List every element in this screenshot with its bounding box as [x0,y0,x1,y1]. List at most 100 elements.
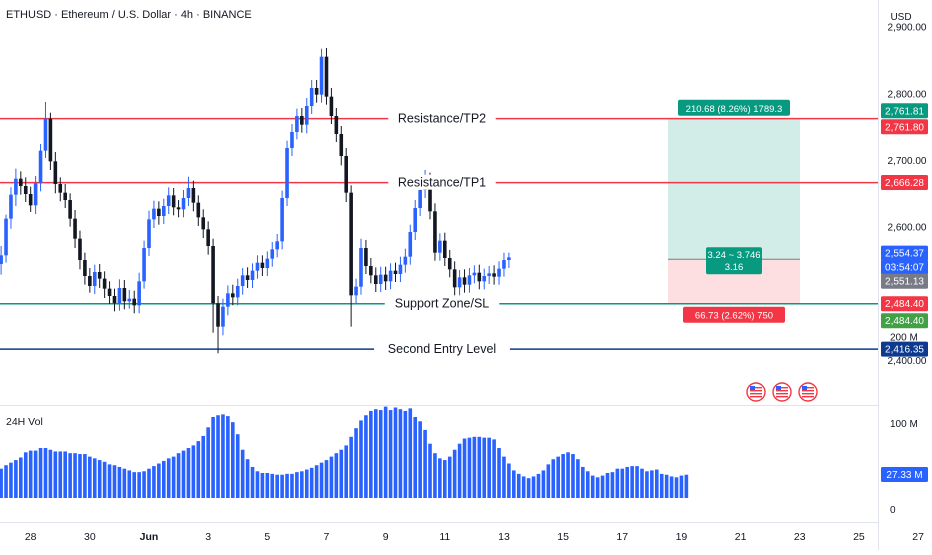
volume-bar [630,466,634,498]
candle-body [354,286,358,296]
volume-bar [216,415,220,498]
volume-bar [620,468,625,498]
price-tick-label: 2,400.00 [888,356,927,367]
volume-bar [63,451,67,498]
candle-body [339,134,344,156]
candle-body [295,116,299,132]
position-labels: 210.68 (8.26%) 1789.3 66.73 (2.62%) 750 3.… [678,99,790,323]
candle-body [161,206,166,216]
time-tick-label: 19 [676,531,688,543]
volume-bar [512,470,516,498]
level-label-background [374,341,510,357]
time-axis[interactable]: 28 30 Jun 3 5 7 9 11 13 15 17 19 21 23 25 27 [25,531,924,543]
volume-bar [447,456,452,498]
currency-label[interactable]: USD [890,12,911,23]
candle-body [462,277,467,285]
ratio-label: 3.16 [725,262,744,273]
volume-bar [457,443,462,498]
volume-bar [344,445,348,498]
stop-label: 66.73 (2.62%) 750 [695,311,773,322]
volume-bar [92,458,97,498]
volume-tick-label: 0 [890,505,896,516]
volume-bar [304,469,309,498]
volume-bar [452,449,457,498]
volume-bar [576,459,580,498]
candle-body [497,268,501,277]
candle-body [324,56,329,97]
flag-stripe [776,393,788,395]
symbol-title[interactable]: ETHUSD · Ethereum / U.S. Dollar · 4h · B… [6,9,252,21]
price-tick-label: 2,600.00 [888,223,927,234]
candle-body [0,255,3,264]
price-axis[interactable]: 2,900.00 2,800.00 2,700.00 2,600.00 2,400.00 [888,23,927,367]
price-tag-label: 2,551.13 [885,277,924,288]
price-tick-label: 2,900.00 [888,23,927,34]
time-tick-label: 9 [383,531,389,543]
price-tag-box [881,174,928,190]
volume-bar [324,460,329,498]
candle-body [132,298,137,306]
flag-stripe [802,393,814,395]
volume-bar [221,414,225,498]
time-tick-label: 13 [498,531,510,543]
position-zones[interactable] [668,118,800,304]
volume-bar [521,476,526,498]
volume-last-tag: 27.33 M [886,470,922,481]
time-tick-label: 28 [25,531,37,543]
volume-bars [0,406,689,498]
volume-bar [186,448,191,498]
economic-event-flags[interactable] [746,382,818,402]
candle-body [275,241,279,250]
flag-stripe [750,390,762,392]
price-tag-box [881,245,928,261]
candle-body [309,88,314,106]
volume-bar [142,471,146,498]
candle-body [457,277,462,288]
volume-bar [176,453,181,498]
volume-bar [0,468,3,498]
volume-bar [640,468,644,498]
candle-body [43,118,48,151]
volume-bar [53,451,58,498]
candle-body [216,303,220,327]
candle-body [280,198,284,242]
candle-body [4,218,8,256]
volume-bar [472,436,477,498]
volume-bar [492,439,496,498]
stop-label-box [683,306,785,323]
candle-body [304,106,309,125]
candle-body [102,278,107,289]
volume-bar [201,435,206,498]
candle-body [92,272,97,286]
ratio-label-box [706,247,762,275]
volume-bar [280,474,284,498]
volume-bar [516,473,521,498]
time-tick-label: 3 [205,531,211,543]
volume-bar [48,449,53,498]
candle-body [250,270,255,280]
time-tick-label: 21 [735,531,747,543]
candle-body [383,274,388,282]
candle-body [487,273,491,276]
volume-bar [102,461,107,498]
volume-bar [240,449,245,498]
volume-bar [260,473,265,498]
candle-body [300,116,304,125]
volume-bar [551,459,556,498]
volume-bar [654,469,659,498]
level-label-background [388,174,496,190]
volume-bar [83,454,87,498]
volume-bar [531,476,536,498]
volume-bar [684,474,689,498]
volume-bar [388,410,393,498]
candle-body [438,240,442,253]
volume-bar [122,468,127,498]
level-label: Support Zone/SL [395,297,490,311]
candle-body [393,270,398,274]
flag-canton [776,386,781,390]
candle-body [14,178,18,195]
level-label-background [388,110,496,126]
level-label: Second Entry Level [388,342,496,356]
time-tick-label: 23 [794,531,806,543]
